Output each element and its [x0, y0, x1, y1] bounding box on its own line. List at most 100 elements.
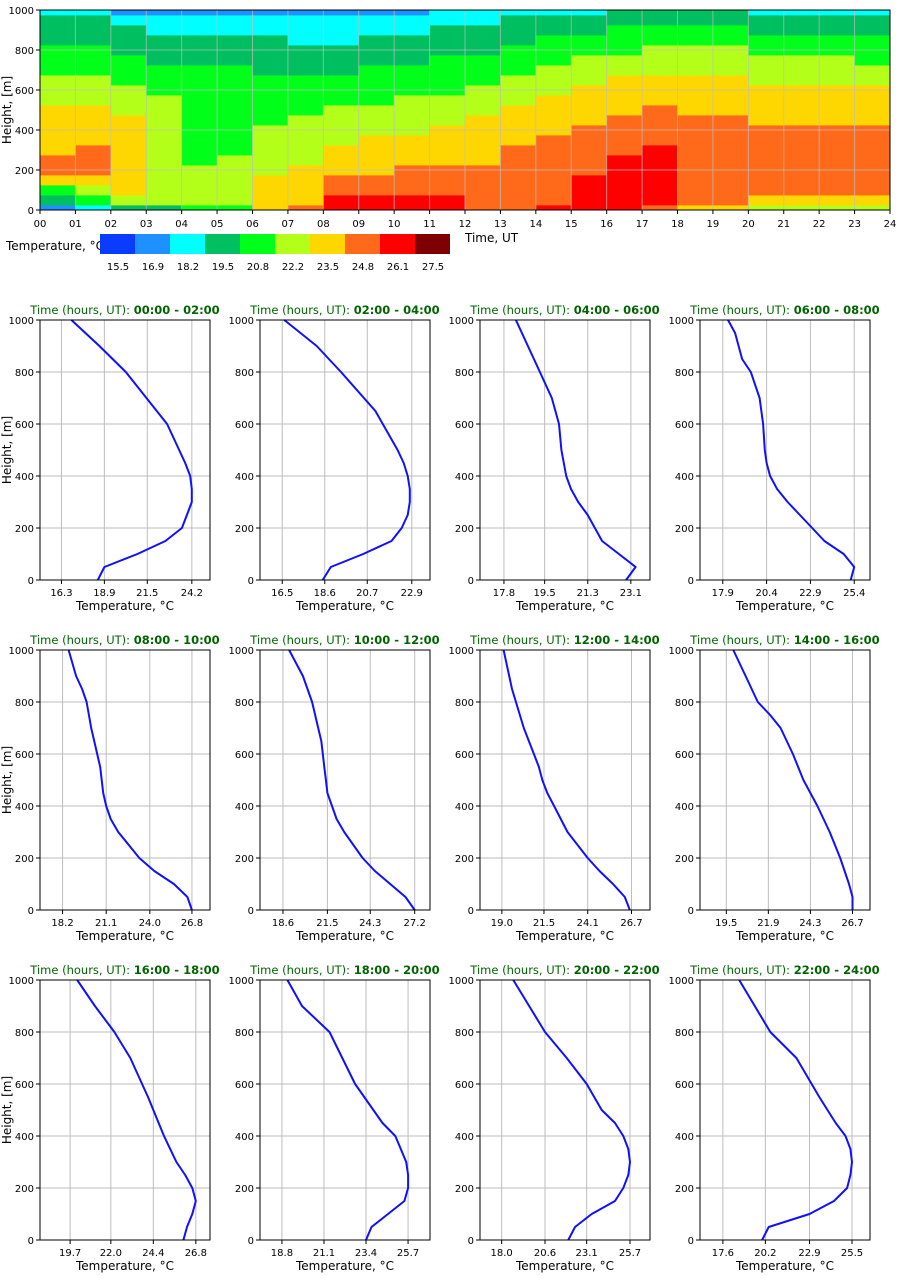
- profile-panel: Time (hours, UT): 22:00 - 24:00 17.6 20.2 2…: [669, 963, 880, 1273]
- heatmap-cell: [783, 95, 820, 106]
- heatmap-cell: [465, 155, 501, 166]
- heatmap-cell: [606, 145, 643, 156]
- profile-x-label: Temperature, °C: [75, 599, 174, 613]
- profile-x-tick-label: 22.9: [798, 1248, 820, 1259]
- heatmap-cell: [75, 145, 112, 156]
- heatmap-cell: [287, 175, 324, 186]
- profile-x-tick-label: 18.6: [314, 588, 336, 599]
- heatmap-cell: [110, 95, 147, 106]
- profile-title-range: 20:00 - 22:00: [574, 963, 660, 977]
- heatmap-cell: [287, 195, 324, 206]
- heatmap-y-label: Height, [m]: [0, 76, 14, 144]
- heatmap-cell: [712, 25, 749, 36]
- heatmap-cell: [40, 75, 76, 86]
- heatmap-x-tick-label: 24: [884, 219, 897, 230]
- heatmap-cell: [40, 55, 76, 66]
- profile-y-tick-label: 200: [235, 854, 254, 865]
- heatmap-cell: [394, 55, 430, 66]
- heatmap-cell: [287, 55, 324, 66]
- profile-frame: [479, 649, 651, 911]
- profile-x-label: Temperature, °C: [735, 1259, 834, 1273]
- heatmap-cell: [146, 25, 183, 36]
- heatmap-x-tick-label: 12: [459, 219, 472, 230]
- profile-title: Time (hours, UT): 04:00 - 06:00: [469, 303, 659, 317]
- heatmap-cell: [642, 75, 678, 86]
- heatmap-cell: [429, 175, 466, 186]
- heatmap-cell: [110, 155, 147, 166]
- heatmap-cell: [181, 115, 218, 126]
- colorbar-swatch: [345, 234, 380, 254]
- heatmap-cell: [465, 55, 501, 66]
- profile-x-tick-label: 25.4: [843, 588, 865, 599]
- heatmap-cell: [252, 185, 289, 196]
- heatmap-cell: [535, 145, 572, 156]
- heatmap-cell: [217, 55, 253, 66]
- heatmap-y-tick-label: 800: [15, 46, 34, 57]
- heatmap-x-tick-label: 02: [104, 219, 117, 230]
- heatmap-cell: [535, 155, 572, 166]
- heatmap-cell: [783, 35, 820, 46]
- heatmap-cell: [394, 195, 430, 206]
- profile-panel: Time (hours, UT): 14:00 - 16:00 19.5 21.9 2…: [669, 633, 880, 943]
- heatmap-cell: [429, 15, 466, 26]
- heatmap-cell: [783, 115, 820, 126]
- profile-title-prefix: Time (hours, UT):: [249, 633, 353, 647]
- profile-x-tick-label: 25.5: [841, 1248, 863, 1259]
- profile-y-tick-label: 400: [235, 472, 254, 483]
- heatmap-y-tick-label: 400: [15, 126, 34, 137]
- heatmap-cell: [323, 25, 360, 36]
- heatmap-cell: [110, 205, 147, 211]
- heatmap-cell: [535, 175, 572, 186]
- heatmap-cell: [500, 10, 537, 16]
- heatmap-cell: [323, 15, 360, 26]
- heatmap-x-tick-label: 14: [529, 219, 542, 230]
- heatmap-cell: [748, 75, 785, 86]
- heatmap-cell: [181, 155, 218, 166]
- heatmap-cell: [358, 15, 395, 26]
- heatmap-cell: [181, 145, 218, 156]
- heatmap-cell: [677, 195, 714, 206]
- profile-title-range: 06:00 - 08:00: [794, 303, 880, 317]
- heatmap-cell: [819, 185, 855, 196]
- colorbar: Temperature, °C 15.5 16.9 18.2 19.5 20.8 22.2…: [5, 234, 450, 273]
- heatmap-cell: [712, 95, 749, 106]
- heatmap-cell: [287, 75, 324, 86]
- heatmap-cell: [677, 25, 714, 36]
- heatmap-cell: [323, 10, 360, 16]
- profile-x-tick-label: 24.3: [799, 918, 821, 929]
- heatmap-cell: [535, 15, 572, 26]
- heatmap-cell: [40, 135, 76, 146]
- heatmap-cell: [854, 135, 891, 146]
- heatmap-cell: [429, 105, 466, 116]
- heatmap-cell: [748, 35, 785, 46]
- profile-title: Time (hours, UT): 20:00 - 22:00: [469, 963, 659, 977]
- heatmap-cell: [323, 175, 360, 186]
- profile-y-tick-label: 1000: [669, 316, 694, 327]
- profile-y-tick-label: 800: [455, 368, 474, 379]
- heatmap-cell: [252, 145, 289, 156]
- heatmap-cell: [75, 135, 112, 146]
- heatmap-cell: [252, 75, 289, 86]
- heatmap-cell: [110, 65, 147, 76]
- heatmap-cell: [748, 155, 785, 166]
- heatmap-cell: [110, 135, 147, 146]
- profile-y-tick-label: 800: [235, 368, 254, 379]
- profile-title-range: 02:00 - 04:00: [354, 303, 440, 317]
- heatmap-cell: [465, 105, 501, 116]
- profile-x-tick-label: 24.1: [577, 918, 599, 929]
- heatmap-cell: [677, 185, 714, 196]
- profile-y-tick-label: 1000: [449, 976, 474, 987]
- heatmap-cell: [146, 95, 183, 106]
- colorbar-title: Temperature, °C: [5, 239, 104, 253]
- profile-y-tick-label: 1000: [9, 316, 34, 327]
- profile-y-tick-label: 600: [235, 1080, 254, 1091]
- heatmap-cell: [358, 145, 395, 156]
- heatmap-cell: [535, 115, 572, 126]
- heatmap-cell: [535, 105, 572, 116]
- heatmap-cell: [429, 65, 466, 76]
- heatmap-cell: [146, 185, 183, 196]
- heatmap-cell: [642, 115, 678, 126]
- heatmap-cell: [110, 145, 147, 156]
- heatmap-cell: [500, 185, 537, 196]
- heatmap-cell: [712, 155, 749, 166]
